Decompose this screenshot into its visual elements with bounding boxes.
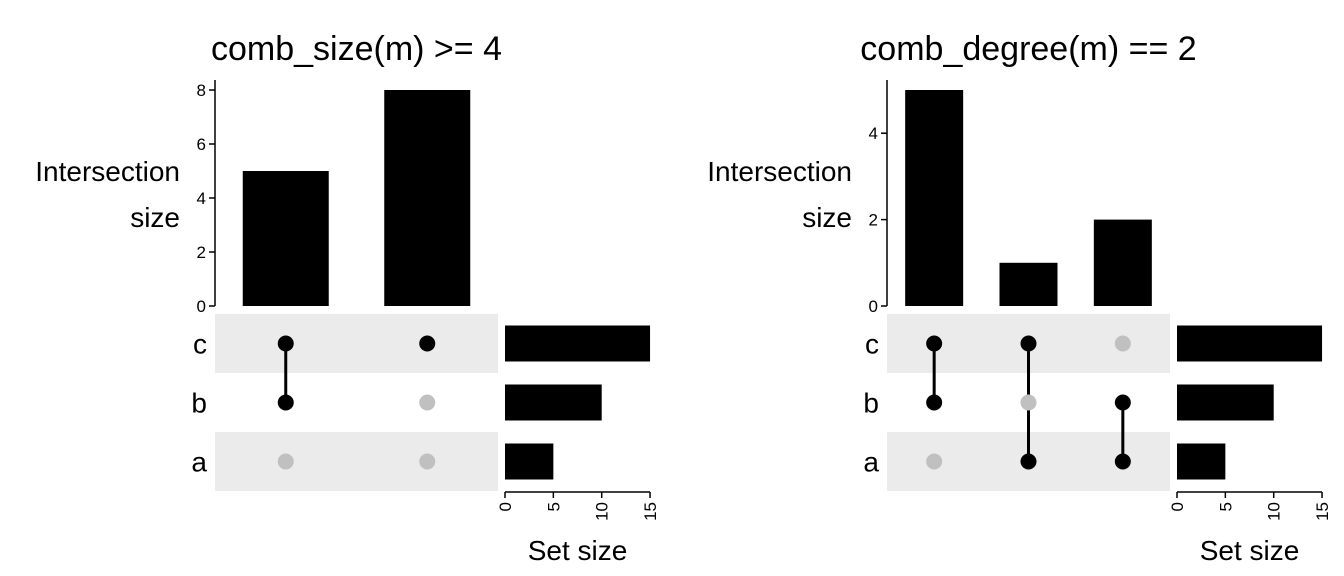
upset-panel-2: comb_degree(m) == 2 Intersection size 0 2 4 cb… (707, 30, 1332, 566)
chart-title: comb_size(m) >= 4 (211, 30, 502, 68)
matrix-dot-empty (277, 453, 294, 470)
set-label-b: b (191, 388, 207, 419)
matrix-dot-empty (1020, 394, 1037, 411)
y-axis-label-line2: size (802, 202, 852, 233)
y-axis-label-line1: Intersection (35, 156, 180, 187)
set-size-axis-label: Set size (528, 535, 628, 566)
set-size-tick-label: 5 (544, 502, 563, 511)
set-size-bar (1177, 384, 1274, 421)
set-size-tick-label: 0 (1168, 502, 1187, 511)
intersection-bar (1093, 219, 1152, 306)
matrix-row-shade (215, 432, 498, 491)
set-size-axis-label: Set size (1200, 535, 1300, 566)
y-tick-label: 0 (197, 297, 206, 316)
y-tick-label: 6 (197, 135, 206, 154)
set-size-tick-label: 15 (641, 502, 660, 521)
matrix-dot-filled (1020, 335, 1037, 352)
set-size-tick-label: 10 (1265, 502, 1284, 521)
y-tick-label: 2 (197, 243, 206, 262)
matrix-dot-empty (1114, 335, 1131, 352)
y-tick-label: 0 (869, 297, 878, 316)
matrix-dot-empty (419, 453, 436, 470)
matrix-dot-filled (1114, 453, 1131, 470)
set-label-c: c (193, 329, 207, 360)
matrix-dot-filled (1020, 453, 1037, 470)
y-axis-label-line1: Intersection (707, 156, 852, 187)
set-size-bar (1177, 443, 1226, 480)
set-label-b: b (863, 388, 879, 419)
matrix-dot-empty (926, 453, 943, 470)
intersection-bar (242, 171, 329, 306)
intersection-bar (999, 262, 1058, 306)
matrix-dot-filled (926, 394, 943, 411)
y-tick-label: 8 (197, 81, 206, 100)
y-tick-label: 4 (197, 189, 206, 208)
set-size-bar (1177, 325, 1323, 362)
set-label-a: a (863, 447, 879, 478)
matrix-dot-filled (1114, 394, 1131, 411)
set-size-tick-label: 5 (1216, 502, 1235, 511)
matrix-dot-filled (277, 335, 294, 352)
set-size-tick-label: 10 (593, 502, 612, 521)
matrix-dot-filled (926, 335, 943, 352)
matrix-dot-filled (277, 394, 294, 411)
set-size-tick-label: 15 (1313, 502, 1332, 521)
matrix-dot-filled (419, 335, 436, 352)
set-label-c: c (865, 329, 879, 360)
set-size-bar (505, 325, 651, 362)
chart-title: comb_degree(m) == 2 (860, 30, 1196, 68)
intersection-bar (905, 90, 964, 306)
y-axis-label-line2: size (130, 202, 180, 233)
y-tick-label: 2 (869, 211, 878, 230)
set-size-bar (505, 384, 602, 421)
y-tick-label: 4 (869, 124, 878, 143)
intersection-bar (384, 90, 471, 306)
set-size-tick-label: 0 (496, 502, 515, 511)
upset-panel-1: comb_size(m) >= 4 Intersection size 0 2 4 6 8 cb… (35, 30, 660, 566)
matrix-row-shade (215, 314, 498, 373)
matrix-dot-empty (419, 394, 436, 411)
set-size-bar (505, 443, 554, 480)
set-label-a: a (191, 447, 207, 478)
